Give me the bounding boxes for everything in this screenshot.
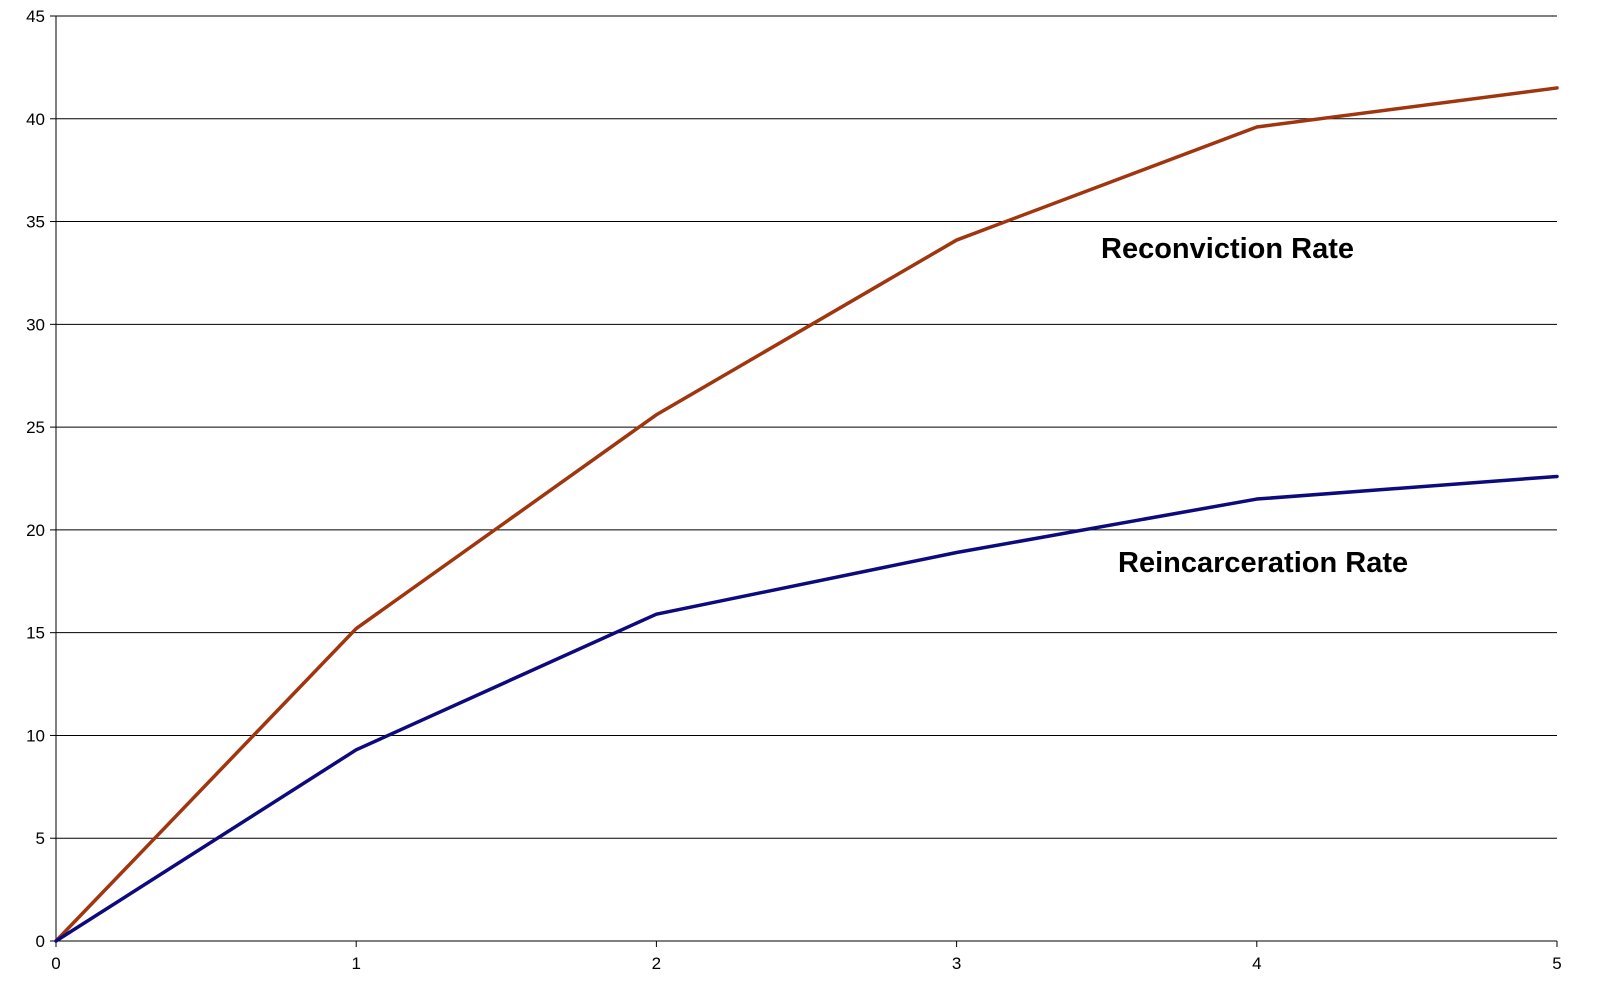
series-label-reincarceration-rate: Reincarceration Rate	[1118, 547, 1408, 579]
axes	[50, 15, 1558, 947]
y-tick-label: 45	[26, 7, 45, 26]
y-tick-label: 5	[36, 829, 45, 848]
x-tick-label: 0	[51, 954, 60, 973]
series-lines	[54, 86, 1559, 943]
x-tick-label: 5	[1552, 954, 1561, 973]
y-tick-label: 20	[26, 521, 45, 540]
y-tick-label: 10	[26, 726, 45, 745]
gridlines	[56, 15, 1557, 942]
x-tick-label: 3	[952, 954, 961, 973]
series-label-reconviction-rate: Reconviction Rate	[1101, 233, 1354, 265]
x-tick-label: 1	[351, 954, 360, 973]
y-tick-label: 15	[26, 624, 45, 643]
x-tick-label: 4	[1252, 954, 1261, 973]
series-annotations: Reconviction Rate Reincarceration Rate	[1101, 233, 1408, 579]
y-tick-label: 0	[36, 932, 45, 951]
y-tick-label: 25	[26, 418, 45, 437]
y-tick-label: 30	[26, 315, 45, 334]
y-tick-label: 35	[26, 213, 45, 232]
series-line-reincarceration-rate	[54, 474, 1559, 943]
series-line-reconviction-rate	[54, 86, 1559, 943]
y-tick-label: 40	[26, 110, 45, 129]
x-tick-label: 2	[652, 954, 661, 973]
